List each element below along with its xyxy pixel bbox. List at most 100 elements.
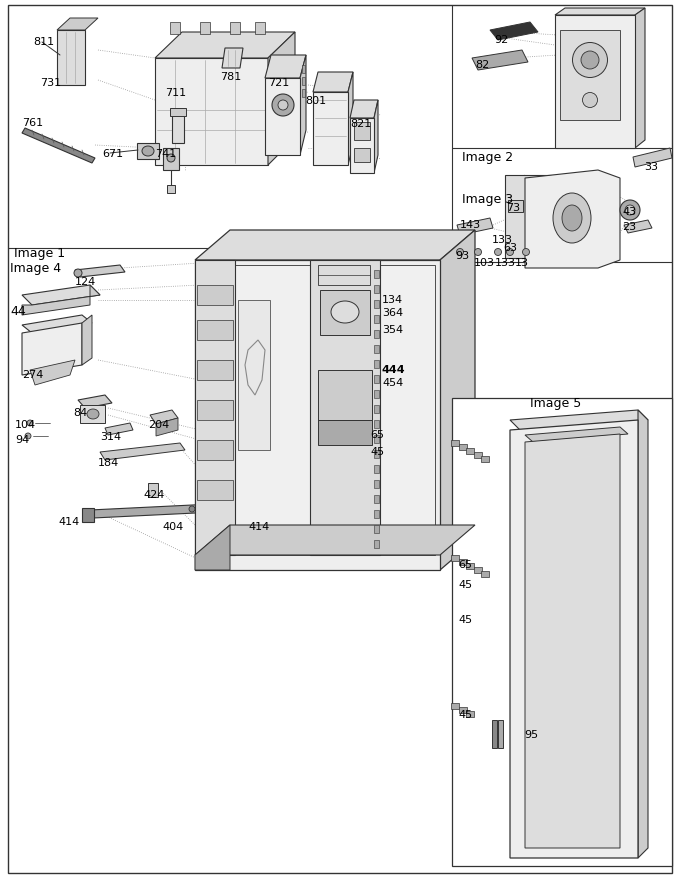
Bar bbox=[374, 270, 379, 278]
Text: 314: 314 bbox=[100, 432, 121, 442]
Polygon shape bbox=[490, 22, 538, 40]
Bar bbox=[374, 285, 379, 293]
Bar bbox=[459, 444, 467, 450]
Text: Image 2: Image 2 bbox=[462, 151, 513, 164]
Polygon shape bbox=[555, 8, 645, 15]
Text: 94: 94 bbox=[15, 435, 29, 445]
Polygon shape bbox=[235, 265, 435, 555]
Text: 404: 404 bbox=[162, 522, 183, 532]
Polygon shape bbox=[318, 370, 372, 420]
Polygon shape bbox=[57, 30, 85, 85]
Polygon shape bbox=[320, 290, 370, 335]
Text: 65: 65 bbox=[370, 430, 384, 440]
Polygon shape bbox=[472, 50, 528, 70]
Polygon shape bbox=[195, 525, 230, 570]
Text: 364: 364 bbox=[382, 308, 403, 318]
Text: 731: 731 bbox=[40, 78, 61, 88]
Bar bbox=[170, 108, 186, 116]
Polygon shape bbox=[197, 480, 233, 500]
Bar bbox=[354, 122, 370, 140]
Text: 93: 93 bbox=[455, 251, 469, 261]
Polygon shape bbox=[150, 410, 178, 424]
Bar bbox=[302, 65, 305, 73]
Ellipse shape bbox=[27, 420, 33, 426]
Bar bbox=[374, 495, 379, 503]
Text: Image 5: Image 5 bbox=[530, 397, 581, 410]
Text: 781: 781 bbox=[220, 72, 241, 82]
Bar bbox=[374, 510, 379, 518]
Text: 184: 184 bbox=[98, 458, 119, 468]
Polygon shape bbox=[374, 100, 378, 173]
Polygon shape bbox=[22, 128, 95, 163]
Ellipse shape bbox=[74, 269, 82, 277]
Bar bbox=[374, 450, 379, 458]
Bar bbox=[374, 435, 379, 443]
Polygon shape bbox=[300, 55, 306, 155]
Text: 45: 45 bbox=[458, 580, 472, 590]
Bar bbox=[374, 360, 379, 368]
Bar bbox=[459, 707, 467, 713]
Text: 84: 84 bbox=[73, 408, 87, 418]
Polygon shape bbox=[310, 260, 380, 555]
Bar bbox=[466, 563, 474, 569]
Polygon shape bbox=[238, 300, 270, 450]
Bar bbox=[459, 559, 467, 565]
Text: 274: 274 bbox=[22, 370, 44, 380]
Polygon shape bbox=[440, 230, 475, 570]
Ellipse shape bbox=[331, 301, 359, 323]
Polygon shape bbox=[82, 315, 92, 365]
Text: 134: 134 bbox=[382, 295, 403, 305]
Polygon shape bbox=[197, 440, 233, 460]
Polygon shape bbox=[318, 420, 372, 445]
Bar bbox=[474, 567, 482, 573]
Ellipse shape bbox=[189, 506, 195, 512]
Bar bbox=[374, 315, 379, 323]
Polygon shape bbox=[75, 265, 125, 277]
Ellipse shape bbox=[475, 248, 481, 255]
Text: 204: 204 bbox=[148, 420, 169, 430]
Bar bbox=[374, 405, 379, 413]
Ellipse shape bbox=[553, 193, 591, 243]
Text: 414: 414 bbox=[58, 517, 80, 527]
Bar bbox=[374, 480, 379, 488]
Text: 671: 671 bbox=[102, 149, 123, 159]
Bar bbox=[466, 711, 474, 717]
Polygon shape bbox=[510, 410, 648, 430]
Polygon shape bbox=[505, 175, 590, 258]
Text: 95: 95 bbox=[524, 730, 538, 740]
Text: 354: 354 bbox=[382, 325, 403, 335]
Text: 103: 103 bbox=[474, 258, 495, 268]
Polygon shape bbox=[525, 434, 620, 848]
Bar bbox=[294, 500, 306, 514]
Polygon shape bbox=[30, 360, 75, 385]
Polygon shape bbox=[457, 218, 493, 235]
Polygon shape bbox=[350, 100, 378, 118]
Bar bbox=[163, 148, 179, 170]
Polygon shape bbox=[313, 92, 348, 165]
Text: 424: 424 bbox=[143, 490, 165, 500]
Polygon shape bbox=[265, 55, 306, 78]
Polygon shape bbox=[155, 58, 268, 165]
Text: 444: 444 bbox=[382, 365, 406, 375]
Polygon shape bbox=[313, 72, 353, 92]
Polygon shape bbox=[22, 285, 100, 305]
Text: 801: 801 bbox=[305, 96, 326, 106]
Bar bbox=[508, 200, 523, 212]
Polygon shape bbox=[348, 72, 353, 165]
Ellipse shape bbox=[167, 154, 175, 162]
Text: 44: 44 bbox=[10, 305, 26, 318]
Text: 143: 143 bbox=[460, 220, 481, 230]
Ellipse shape bbox=[522, 248, 530, 255]
Text: 23: 23 bbox=[622, 222, 636, 232]
Text: 821: 821 bbox=[350, 119, 371, 129]
Text: 73: 73 bbox=[506, 203, 520, 213]
Polygon shape bbox=[222, 48, 243, 68]
Ellipse shape bbox=[620, 200, 640, 220]
Polygon shape bbox=[90, 500, 298, 518]
Bar bbox=[374, 375, 379, 383]
Bar bbox=[148, 483, 158, 497]
Polygon shape bbox=[525, 170, 620, 268]
Bar bbox=[255, 22, 265, 34]
Ellipse shape bbox=[581, 51, 599, 69]
Polygon shape bbox=[624, 220, 652, 233]
